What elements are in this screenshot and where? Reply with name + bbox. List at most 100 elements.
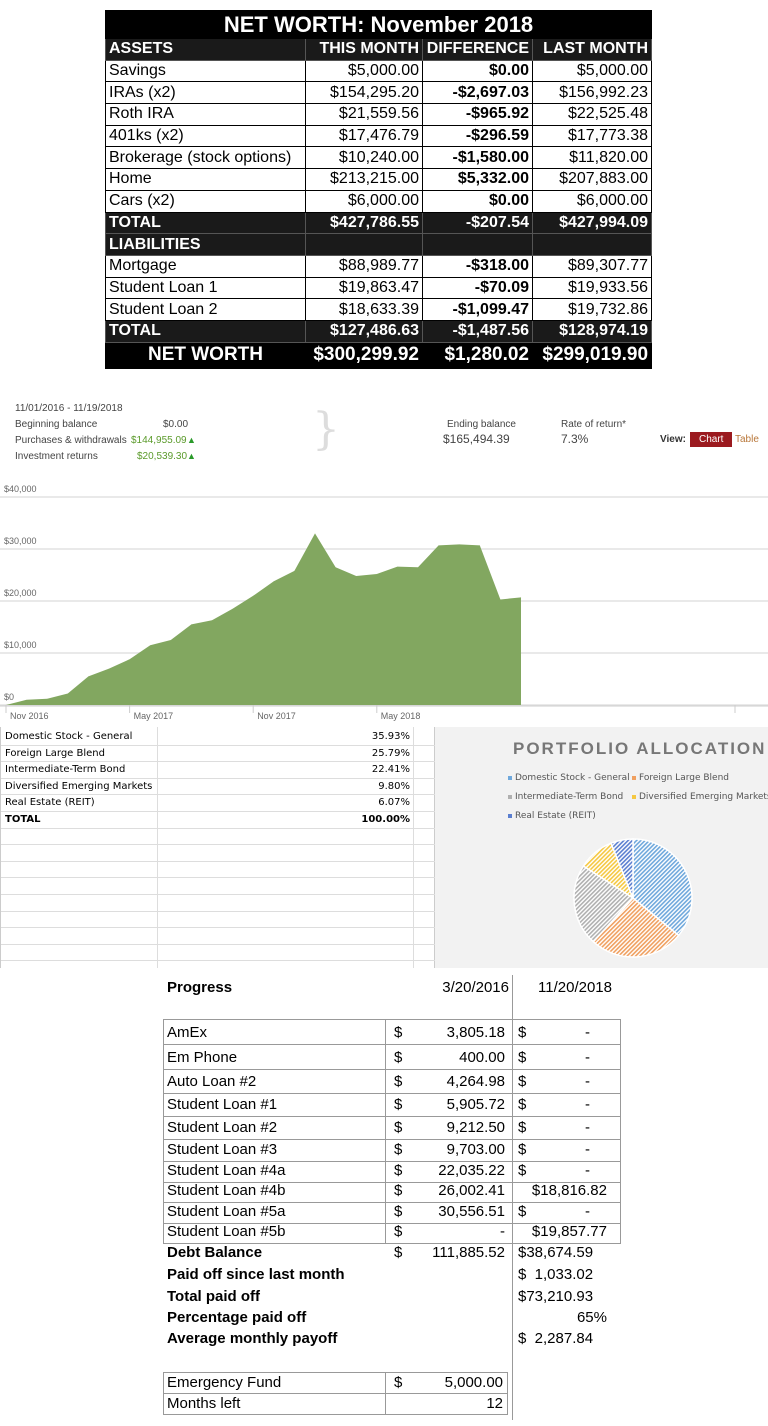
assets-total-row-cell: $427,786.55 [305, 211, 423, 235]
asset-row: Roth IRA $21,559.56 -$965.92 $22,525.48 [105, 103, 653, 126]
date-range: 11/01/2016 - 11/19/2018 [15, 403, 123, 414]
debt-name: Student Loan #4b [167, 1182, 286, 1199]
asset-row: 401ks (x2) $17,476.79 -$296.59 $17,773.38 [105, 124, 653, 148]
legend-swatch [632, 775, 636, 780]
asset-row-cell: IRAs (x2) [105, 81, 306, 105]
allocation-percent: 25.79% [371, 747, 410, 759]
liability-row-cell: -$70.09 [422, 276, 533, 300]
header-row-cell: ASSETS [105, 38, 306, 61]
legend-swatch [508, 794, 512, 799]
table-row: Foreign Large Blend 25.79% [1, 746, 436, 763]
summary-label: Debt Balance [167, 1244, 263, 1261]
balance-2016: 9,212.50 [446, 1119, 505, 1136]
grid-line [163, 1372, 164, 1414]
balance-2018: - [585, 1119, 590, 1136]
grid-line [163, 1182, 621, 1183]
currency-symbol: $ [394, 1119, 403, 1136]
asset-row-cell: Roth IRA [105, 103, 306, 126]
table-row: Domestic Stock - General 35.93% [1, 729, 436, 746]
asset-class-label: Diversified Emerging Markets [5, 780, 153, 792]
rate-label: Rate of return* [561, 419, 627, 430]
pie-slice [573, 864, 635, 943]
asset-row-cell: $156,992.23 [531, 81, 653, 105]
liability-row-cell: $89,307.77 [531, 254, 653, 278]
returns-label: Investment returns [15, 451, 98, 462]
view-chart-button[interactable]: Chart [690, 432, 733, 447]
currency-symbol: $ [518, 1203, 527, 1220]
summary-value-2018: $ 2,287.84 [518, 1330, 594, 1347]
asset-row: IRAs (x2) $154,295.20 -$2,697.03 $156,992.2… [105, 81, 653, 105]
emergency-label: Emergency Fund [167, 1374, 282, 1391]
legend-label: Intermediate-Term Bond [515, 792, 624, 802]
balance-2016: 22,035.22 [438, 1162, 505, 1179]
asset-row-cell: $10,240.00 [305, 146, 423, 170]
balance-2018: - [585, 1024, 590, 1041]
summary-label: Total paid off [167, 1288, 261, 1305]
x-tick-label: May 2017 [134, 711, 174, 721]
asset-class-label: Foreign Large Blend [5, 747, 105, 759]
liability-row: Student Loan 2 $18,633.39 -$1,099.47 $19,73… [105, 298, 653, 321]
liabilities-header-row: LIABILITIES [105, 233, 653, 256]
asset-row: Cars (x2) $6,000.00 $0.00 $6,000.00 [105, 189, 653, 213]
currency-symbol: $ [394, 1049, 403, 1066]
summary-label: Percentage paid off [167, 1309, 307, 1326]
pie-title: PORTFOLIO ALLOCATION [513, 739, 767, 758]
balance-2018: - [585, 1141, 590, 1158]
asset-row-cell: -$1,580.00 [422, 146, 533, 170]
asset-row: Brokerage (stock options) $10,240.00 -$1,5… [105, 146, 653, 170]
table-title-row: NET WORTH: November 2018 [104, 10, 653, 39]
balance-2018: - [585, 1162, 590, 1179]
legend-label: Domestic Stock - General [515, 773, 630, 783]
assets-total-row-cell: TOTAL [105, 211, 306, 235]
header-row-cell: THIS MONTH [305, 38, 423, 61]
grid-line [385, 1019, 386, 1244]
net-worth-row: NET WORTH $300,299.92 $1,280.02 $299,019.90 [105, 341, 653, 369]
view-table-button[interactable]: Table [735, 434, 759, 445]
empty-cell [422, 233, 533, 256]
legend-item: Domestic Stock - General [508, 773, 630, 783]
purchases-value: $144,955.09 [131, 435, 187, 446]
empty-cell [531, 233, 653, 256]
x-tick-label: Nov 2016 [10, 711, 49, 721]
asset-row-cell: $21,559.56 [305, 103, 423, 126]
currency-symbol: $ [518, 1162, 527, 1179]
balance-2016: 9,703.00 [446, 1141, 505, 1158]
asset-row-cell: $17,476.79 [305, 124, 423, 148]
balance-2016: 400.00 [459, 1049, 505, 1066]
up-arrow-icon: ▲ [187, 435, 196, 445]
balance-2016: - [500, 1223, 505, 1240]
balance-2018: - [585, 1096, 590, 1113]
liability-row-cell: $19,732.86 [531, 298, 653, 321]
liabilities-total-row-cell: -$1,487.56 [422, 319, 533, 343]
pie-slice [592, 896, 680, 958]
balance-2016: 30,556.51 [438, 1203, 505, 1220]
currency-symbol: $ [518, 1024, 527, 1041]
asset-row-cell: $0.00 [422, 59, 533, 83]
progress-title: Progress [167, 979, 233, 996]
table-title: NET WORTH: November 2018 [104, 10, 653, 39]
table-row [1, 895, 436, 912]
y-tick-label: $10,000 [4, 640, 37, 650]
table-row: Intermediate-Term Bond 22.41% [1, 762, 436, 779]
net-worth-table: NET WORTH: November 2018 ASSETS THIS MONTH… [104, 10, 653, 369]
asset-row-cell: $5,000.00 [531, 59, 653, 83]
legend-item: Foreign Large Blend [632, 773, 729, 783]
liability-row-cell: -$318.00 [422, 254, 533, 278]
currency-symbol: $ [394, 1162, 403, 1179]
emergency-label: Months left [167, 1395, 241, 1412]
net-worth-row-cell: $1,280.02 [422, 341, 533, 369]
legend-label: Diversified Emerging Markets [639, 792, 768, 802]
asset-class-label: Intermediate-Term Bond [5, 764, 126, 776]
pie-slice [610, 838, 634, 899]
legend-swatch [508, 813, 512, 818]
liability-row-cell: -$1,099.47 [422, 298, 533, 321]
area-series [6, 533, 521, 705]
empty-cell [305, 233, 423, 256]
balance-2018: $19,857.77 [531, 1223, 607, 1240]
grid-line [163, 1372, 508, 1373]
liability-row-cell: Mortgage [105, 254, 306, 278]
table-row [1, 928, 436, 945]
balance-2018: - [585, 1049, 590, 1066]
header-row-cell: LAST MONTH [531, 38, 653, 61]
summary-value-2018: $38,674.59 [518, 1244, 594, 1261]
